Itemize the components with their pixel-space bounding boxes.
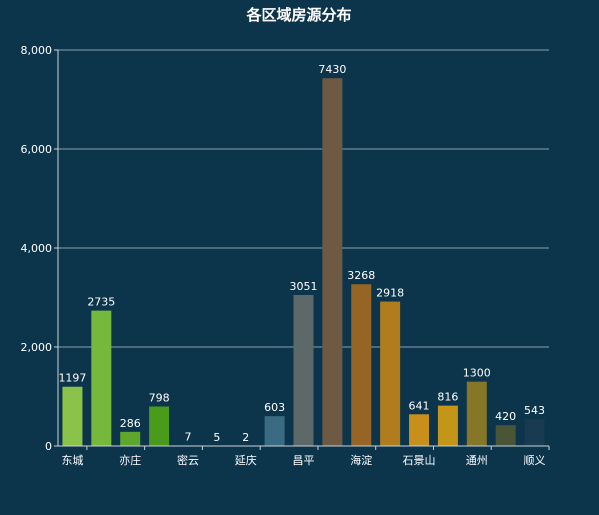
bar	[62, 386, 83, 446]
data-label: 641	[409, 399, 430, 412]
y-tick-label: 2,000	[21, 341, 53, 354]
data-label: 603	[264, 401, 285, 414]
data-label: 7430	[318, 63, 346, 76]
data-label: 2918	[376, 287, 404, 300]
bar	[120, 431, 141, 446]
x-tick-label: 海淀	[350, 453, 372, 467]
x-tick-label: 昌平	[293, 454, 315, 467]
y-tick-label: 6,000	[21, 143, 53, 156]
x-tick-label: 密云	[177, 453, 199, 467]
y-tick-label: 4,000	[21, 242, 53, 255]
data-label: 2735	[87, 296, 115, 309]
data-label: 816	[437, 391, 458, 404]
bar	[466, 381, 487, 446]
data-label: 543	[524, 404, 545, 417]
bar	[293, 294, 314, 446]
bar	[524, 419, 545, 446]
data-label: 1300	[463, 367, 491, 380]
bar	[351, 284, 372, 446]
x-tick-label: 延庆	[235, 453, 257, 467]
data-label: 1197	[58, 372, 86, 385]
x-tick-label: 顺义	[524, 454, 546, 467]
y-tick-label: 0	[45, 440, 52, 453]
bar	[409, 414, 430, 446]
data-label: 7	[184, 431, 191, 444]
x-tick-label: 通州	[466, 454, 488, 467]
bar	[437, 405, 458, 446]
x-tick-label: 石景山	[403, 454, 436, 467]
data-label: 5	[213, 431, 220, 444]
bar	[91, 310, 112, 446]
bar	[495, 425, 516, 446]
y-tick-label: 8,000	[21, 44, 53, 57]
chart-title: 各区域房源分布	[245, 6, 351, 24]
data-label: 286	[120, 417, 141, 430]
x-tick-label: 东城	[61, 454, 83, 467]
data-label: 3268	[347, 269, 375, 282]
x-tick-label: 亦庄	[119, 453, 141, 467]
data-label: 3051	[290, 280, 318, 293]
data-label: 798	[149, 391, 170, 404]
data-label: 2	[242, 431, 249, 444]
bar	[322, 78, 343, 446]
bar	[149, 406, 170, 446]
bar	[380, 301, 401, 446]
axes: 0 2,000 4,000 6,000 8,000 东城 亦庄 密云 延庆 昌平 海淀 石景山 通州 顺义	[21, 44, 550, 467]
bars	[62, 78, 545, 446]
data-label: 420	[495, 410, 516, 423]
bar	[264, 416, 285, 446]
